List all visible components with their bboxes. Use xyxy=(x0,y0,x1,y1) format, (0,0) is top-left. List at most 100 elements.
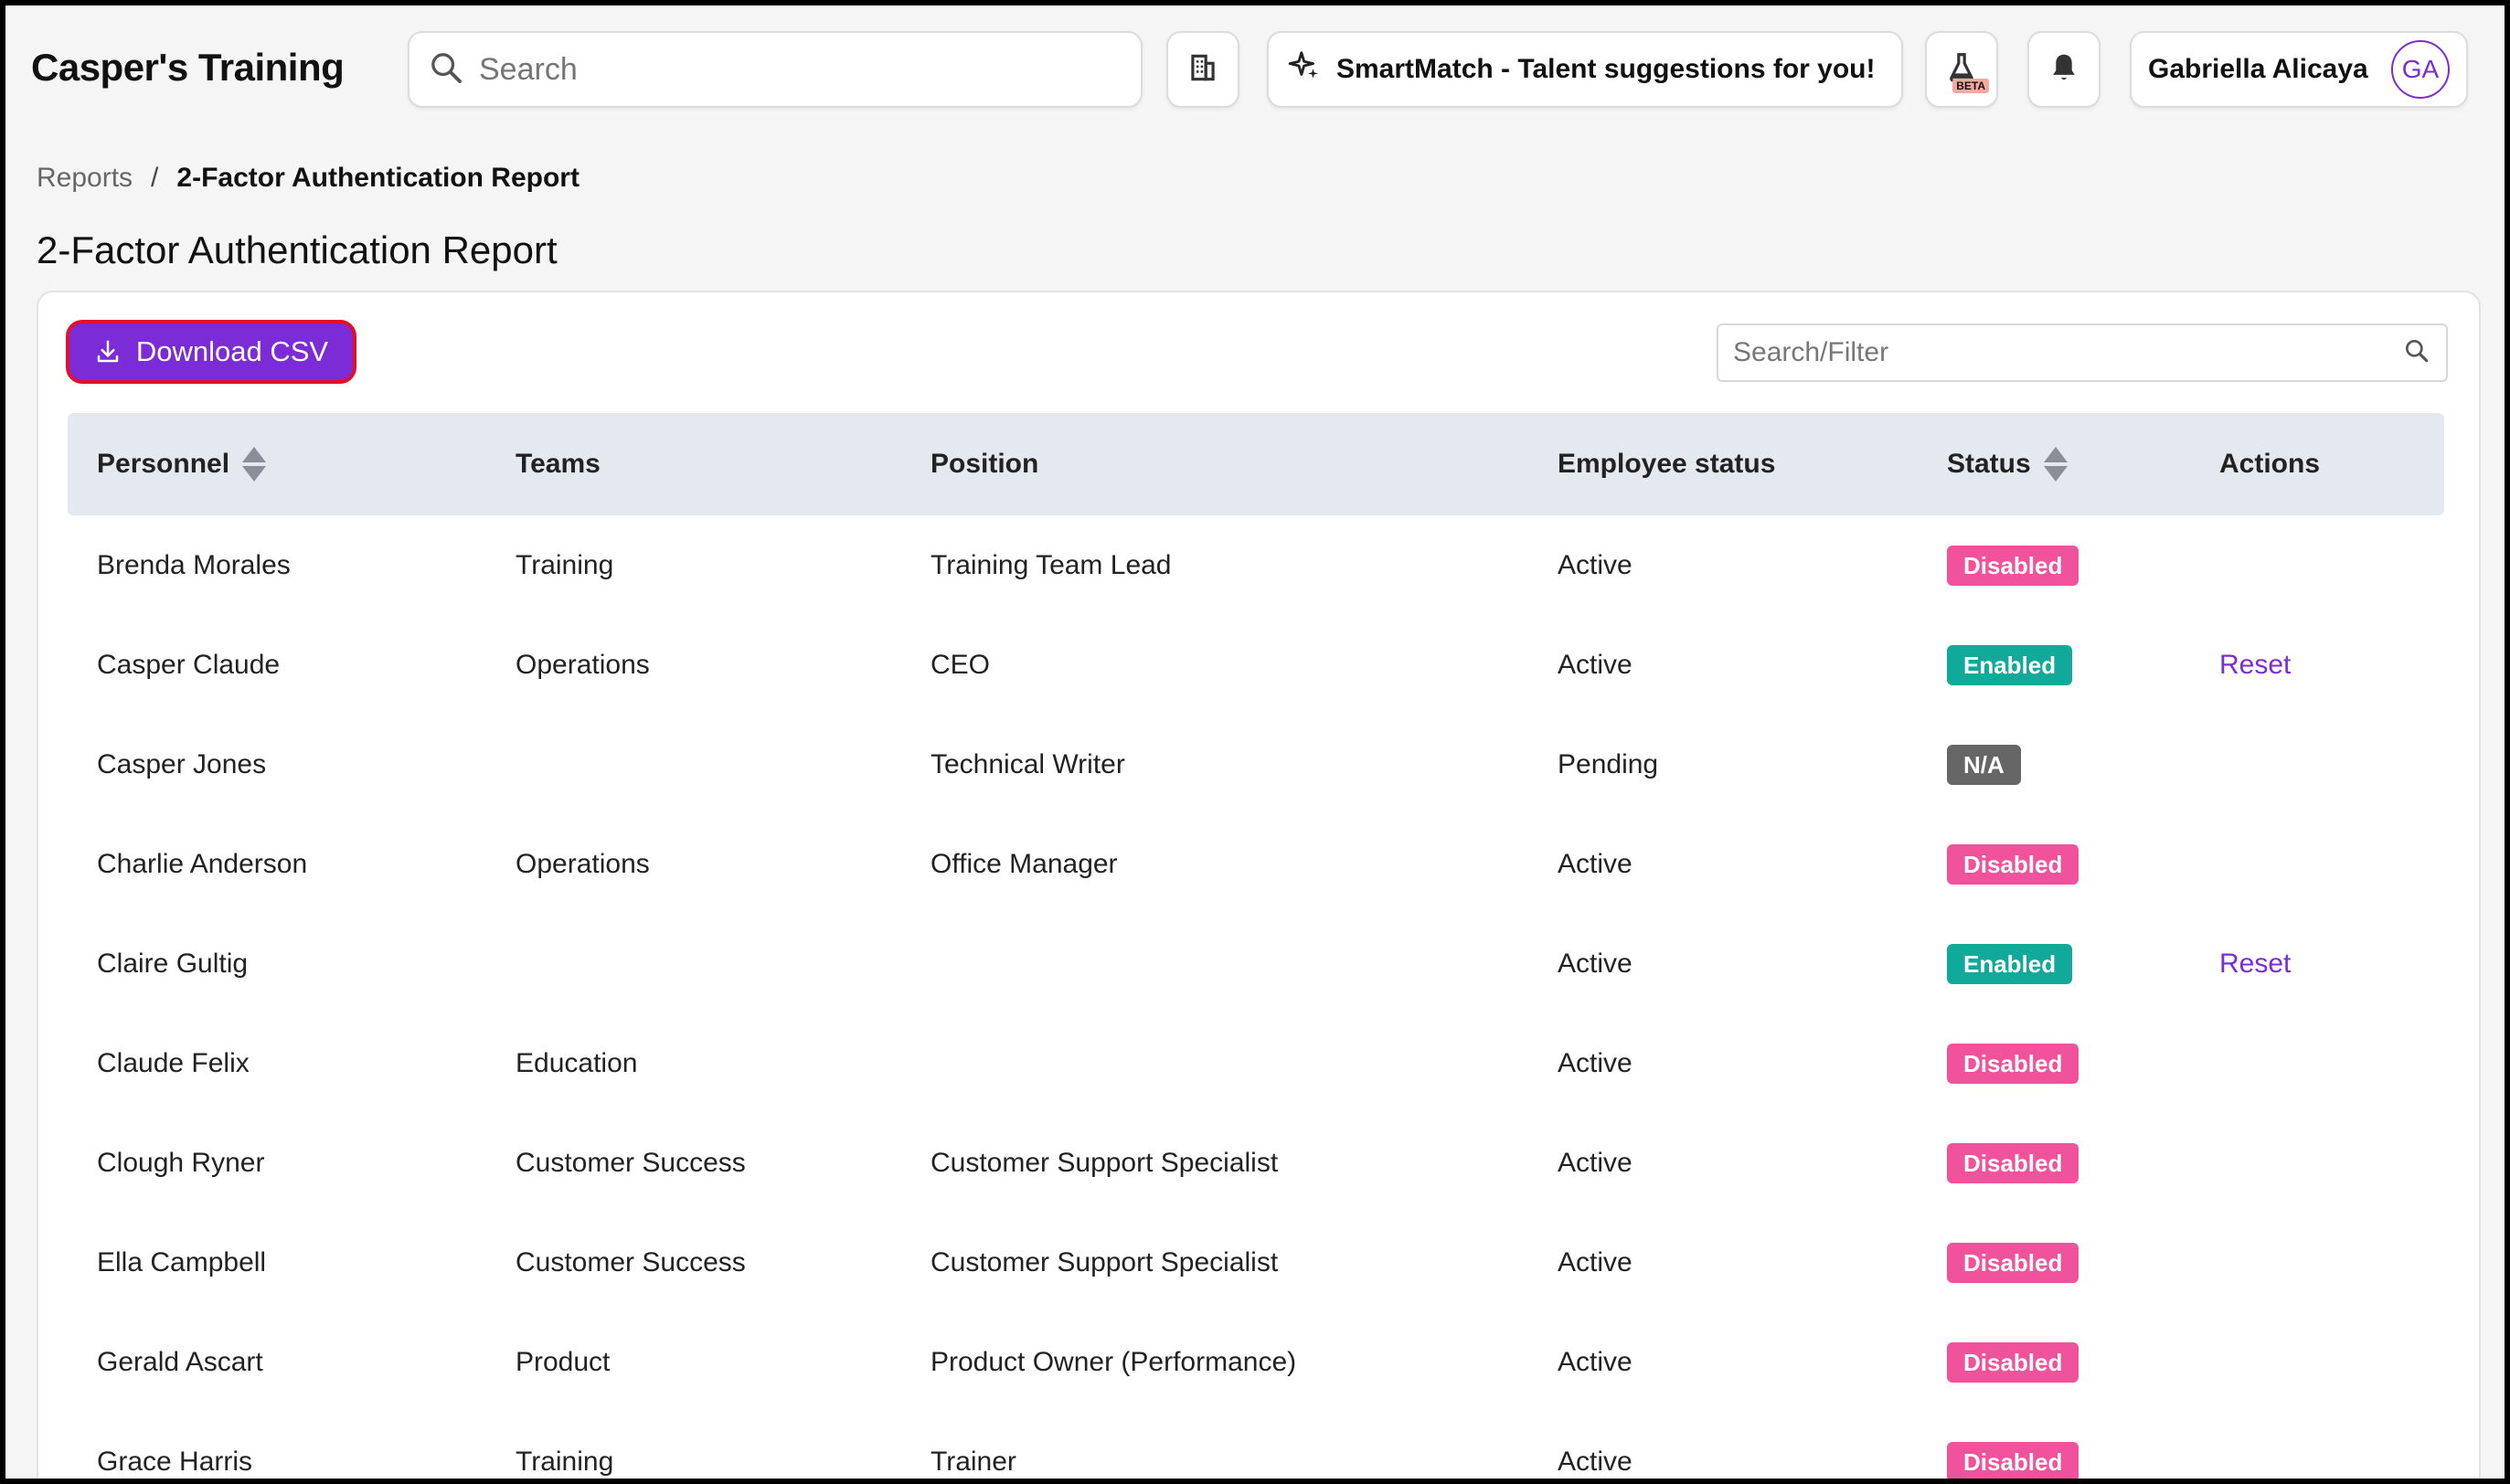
team-cell: Product xyxy=(516,1346,611,1377)
employee-status-cell: Active xyxy=(1558,549,1633,580)
labs-button[interactable]: BETA xyxy=(1925,31,1998,108)
column-label: Teams xyxy=(516,449,601,479)
status-badge: N/A xyxy=(1947,744,2021,785)
filter-box[interactable] xyxy=(1717,323,2448,382)
status-badge: Disabled xyxy=(1947,1242,2079,1283)
smartmatch-button[interactable]: SmartMatch - Talent suggestions for you! xyxy=(1267,31,1903,108)
team-cell: Training xyxy=(516,1446,614,1477)
status-cell: Disabled xyxy=(1947,843,2219,885)
column-position: Position xyxy=(931,449,1558,480)
sort-icon[interactable] xyxy=(2043,447,2068,482)
table-row: Brenda Morales Training Training Team Lead… xyxy=(68,515,2444,615)
company-button[interactable] xyxy=(1166,31,1239,108)
employee-status-cell: Active xyxy=(1558,1446,1633,1477)
table-row: Gerald Ascart Product Product Owner (Perfo… xyxy=(68,1312,2444,1412)
user-menu-button[interactable]: Gabriella Alicaya GA xyxy=(2130,31,2468,108)
personnel-cell: Casper Claude xyxy=(97,649,281,680)
personnel-cell: Claude Felix xyxy=(97,1047,250,1078)
column-actions: Actions xyxy=(2219,449,2444,480)
app-title: Casper's Training xyxy=(31,46,345,89)
table-row: Charlie Anderson Operations Office Manager… xyxy=(68,814,2444,914)
table-row: Ella Campbell Customer Success Customer Su… xyxy=(68,1213,2444,1312)
report-table: Personnel Teams Position Employee status… xyxy=(68,413,2444,1479)
search-icon xyxy=(428,49,464,90)
table-header: Personnel Teams Position Employee status… xyxy=(68,413,2444,515)
column-teams: Teams xyxy=(516,449,931,480)
report-card: Download CSV Personnel Teams Position Em… xyxy=(37,291,2481,1479)
flask-icon xyxy=(1944,50,1979,90)
team-cell: Education xyxy=(516,1047,638,1078)
employee-status-cell: Active xyxy=(1558,1346,1633,1377)
personnel-cell: Charlie Anderson xyxy=(97,848,308,879)
employee-status-cell: Pending xyxy=(1558,748,1659,779)
status-cell: Disabled xyxy=(1947,1242,2219,1283)
breadcrumb-separator: / xyxy=(151,163,159,193)
column-label: Personnel xyxy=(97,449,230,479)
employee-status-cell: Active xyxy=(1558,1047,1633,1078)
column-employee-status: Employee status xyxy=(1558,449,1947,480)
column-label: Actions xyxy=(2219,449,2321,479)
status-badge: Disabled xyxy=(1947,1441,2079,1479)
breadcrumb-reports-link[interactable]: Reports xyxy=(37,163,133,193)
breadcrumb: Reports / 2-Factor Authentication Report xyxy=(37,163,580,194)
position-cell: Customer Support Specialist xyxy=(931,1147,1279,1178)
personnel-cell: Casper Jones xyxy=(97,748,267,779)
sparkle-icon xyxy=(1287,48,1322,90)
breadcrumb-current: 2-Factor Authentication Report xyxy=(176,163,580,193)
search-icon xyxy=(2402,336,2431,370)
building-icon xyxy=(1186,50,1220,90)
status-badge: Disabled xyxy=(1947,843,2079,885)
personnel-cell: Brenda Morales xyxy=(97,549,291,580)
actions-cell: Reset xyxy=(2219,650,2444,681)
position-cell: Product Owner (Performance) xyxy=(931,1346,1297,1377)
status-cell: Enabled xyxy=(1947,943,2219,984)
team-cell: Operations xyxy=(516,848,650,879)
status-cell: Disabled xyxy=(1947,1142,2219,1183)
status-cell: Disabled xyxy=(1947,1341,2219,1383)
personnel-cell: Ella Campbell xyxy=(97,1246,267,1277)
download-csv-label: Download CSV xyxy=(135,335,329,367)
reset-2fa-link[interactable]: Reset xyxy=(2219,649,2292,680)
status-cell: Disabled xyxy=(1947,1043,2219,1084)
download-icon xyxy=(97,340,119,363)
column-label: Employee status xyxy=(1558,449,1776,479)
app-window: Casper's Training SmartMatch - Talent su… xyxy=(5,5,2505,1479)
status-cell: Disabled xyxy=(1947,545,2219,586)
position-cell: CEO xyxy=(931,649,991,680)
user-name: Gabriella Alicaya xyxy=(2148,54,2368,84)
employee-status-cell: Active xyxy=(1558,848,1633,879)
status-badge: Disabled xyxy=(1947,1142,2079,1183)
actions-cell: Reset xyxy=(2219,949,2444,980)
employee-status-cell: Active xyxy=(1558,1246,1633,1277)
position-cell: Technical Writer xyxy=(931,748,1125,779)
status-cell: Enabled xyxy=(1947,644,2219,685)
column-personnel[interactable]: Personnel xyxy=(68,447,516,482)
employee-status-cell: Active xyxy=(1558,948,1633,979)
global-search[interactable] xyxy=(408,31,1143,108)
status-badge: Disabled xyxy=(1947,1341,2079,1383)
page-title: 2-Factor Authentication Report xyxy=(37,228,558,271)
table-body: Brenda Morales Training Training Team Lead… xyxy=(68,515,2444,1479)
download-csv-button[interactable]: Download CSV xyxy=(66,320,356,384)
column-status[interactable]: Status xyxy=(1947,447,2219,482)
table-row: Claude Felix Education Active Disabled xyxy=(68,1013,2444,1113)
table-row: Grace Harris Training Trainer Active Disable… xyxy=(68,1412,2444,1479)
filter-input[interactable] xyxy=(1733,337,2402,368)
position-cell: Customer Support Specialist xyxy=(931,1246,1279,1277)
position-cell: Office Manager xyxy=(931,848,1118,879)
smartmatch-label: SmartMatch - Talent suggestions for you! xyxy=(1336,54,1876,84)
avatar: GA xyxy=(2391,40,2450,99)
team-cell: Operations xyxy=(516,649,650,680)
position-cell: Training Team Lead xyxy=(931,549,1172,580)
search-input[interactable] xyxy=(479,51,1119,88)
sort-icon[interactable] xyxy=(242,447,267,482)
employee-status-cell: Active xyxy=(1558,649,1633,680)
status-cell: N/A xyxy=(1947,744,2219,785)
status-badge: Enabled xyxy=(1947,644,2073,685)
notifications-button[interactable] xyxy=(2027,31,2101,108)
team-cell: Customer Success xyxy=(516,1147,746,1178)
status-badge: Disabled xyxy=(1947,1043,2079,1084)
reset-2fa-link[interactable]: Reset xyxy=(2219,948,2292,979)
beta-badge: BETA xyxy=(1952,79,1989,93)
column-label: Status xyxy=(1947,449,2031,479)
